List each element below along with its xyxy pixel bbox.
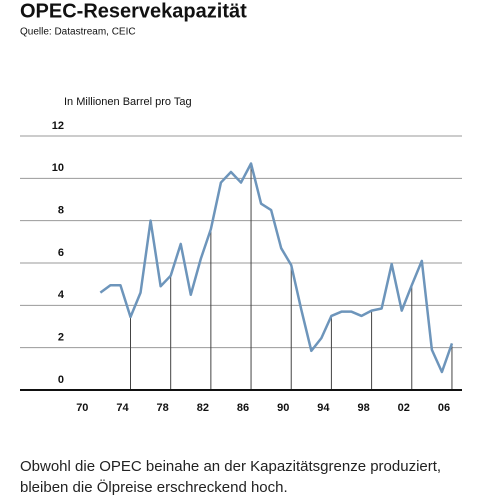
data-line	[99, 162, 454, 374]
chart-subtitle: Quelle: Datastream, CEIC	[20, 27, 136, 38]
y-tick-label: 10	[52, 162, 64, 174]
x-tick-label: 02	[398, 402, 410, 414]
x-tick-label: 74	[116, 402, 129, 414]
x-tick-label: 90	[277, 402, 289, 414]
x-tick-label: 78	[157, 402, 169, 414]
x-tick-label: 70	[76, 402, 88, 414]
chart: OPEC-Reservekapazität Quelle: Datastream…	[20, 0, 462, 414]
y-tick-label: 2	[58, 332, 64, 344]
x-tick-label: 94	[317, 402, 330, 414]
y-tick-label: 8	[58, 205, 64, 217]
caption: Obwohl die OPEC beinahe an der Kapazität…	[20, 458, 442, 496]
x-tick-label: 86	[237, 402, 249, 414]
y-tick-label: 12	[52, 120, 64, 132]
y-tick-label: 6	[58, 247, 64, 259]
x-tick-label: 82	[197, 402, 209, 414]
y-tick-label: 0	[58, 374, 64, 386]
x-tick-label: 98	[357, 402, 369, 414]
x-tick-label: 06	[438, 402, 450, 414]
y-axis-label: In Millionen Barrel pro Tag	[64, 96, 192, 108]
y-tick-label: 4	[58, 289, 65, 301]
chart-title: OPEC-Reservekapazität	[20, 0, 247, 22]
